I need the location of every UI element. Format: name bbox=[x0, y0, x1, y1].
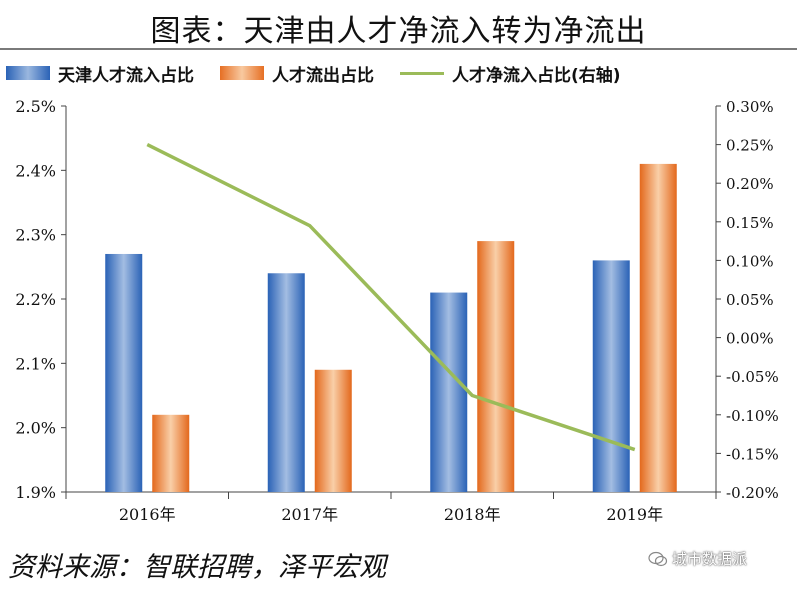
legend: 天津人才流入占比 人才流出占比 人才净流入占比(右轴) bbox=[6, 60, 796, 86]
bar-inflow bbox=[592, 260, 630, 492]
title-divider bbox=[0, 48, 797, 50]
x-tick-label: 2017年 bbox=[281, 505, 338, 524]
legend-item-outflow: 人才流出占比 bbox=[220, 61, 374, 86]
legend-item-net: 人才净流入占比(右轴) bbox=[400, 61, 621, 86]
legend-label-inflow: 天津人才流入占比 bbox=[58, 65, 194, 86]
chart-title: 图表：天津由人才净流入转为净流出 bbox=[150, 14, 647, 49]
left-tick-label: 2.5% bbox=[15, 97, 56, 116]
legend-swatch-outflow bbox=[220, 66, 264, 80]
chart-net-line bbox=[146, 143, 636, 452]
legend-swatch-net bbox=[400, 71, 444, 75]
right-tick-label: -0.20% bbox=[726, 484, 779, 502]
net-inflow-line bbox=[146, 143, 636, 452]
left-tick-label: 2.1% bbox=[15, 354, 56, 373]
right-tick-label: 0.25% bbox=[726, 137, 774, 155]
x-tick-label: 2019年 bbox=[606, 505, 663, 524]
left-tick-label: 2.0% bbox=[15, 419, 56, 438]
left-tick-label: 1.9% bbox=[15, 483, 56, 502]
left-tick-label: 2.2% bbox=[15, 290, 56, 309]
legend-label-net: 人才净流入占比(右轴) bbox=[452, 65, 621, 86]
wechat-icon bbox=[648, 551, 668, 566]
right-tick-label: -0.05% bbox=[726, 368, 779, 386]
bar-outflow bbox=[314, 369, 352, 492]
x-tick-label: 2016年 bbox=[119, 505, 176, 524]
right-tick-label: 0.20% bbox=[726, 175, 774, 193]
chart-bars bbox=[105, 163, 677, 492]
right-tick-label: 0.10% bbox=[726, 252, 774, 270]
bar-inflow bbox=[430, 292, 468, 492]
bar-outflow bbox=[152, 414, 190, 492]
watermark: 城市数据派 bbox=[648, 548, 747, 569]
watermark-text: 城市数据派 bbox=[672, 550, 748, 568]
left-tick-label: 2.4% bbox=[15, 161, 56, 180]
legend-swatch-inflow bbox=[6, 66, 50, 80]
right-tick-label: 0.00% bbox=[726, 330, 774, 348]
bar-outflow bbox=[639, 163, 677, 492]
left-tick-label: 2.3% bbox=[15, 226, 56, 245]
bar-inflow bbox=[105, 253, 143, 492]
right-tick-label: -0.10% bbox=[726, 407, 779, 425]
right-tick-label: 0.15% bbox=[726, 214, 774, 232]
legend-item-inflow: 天津人才流入占比 bbox=[6, 61, 194, 86]
chart-tick-labels: 1.9% 2.0% 2.1% 2.2% 2.3% 2.4% 2.5% -0.20% -0.15%… bbox=[15, 97, 778, 524]
right-tick-label: 0.05% bbox=[726, 291, 774, 309]
right-tick-label: -0.15% bbox=[726, 445, 779, 463]
source-note: 资料来源：智联招聘，泽平宏观 bbox=[8, 552, 386, 583]
right-tick-label: 0.30% bbox=[726, 98, 774, 116]
x-tick-label: 2018年 bbox=[444, 505, 501, 524]
bar-inflow bbox=[267, 273, 305, 492]
bar-outflow bbox=[477, 241, 515, 492]
legend-label-outflow: 人才流出占比 bbox=[272, 65, 374, 86]
